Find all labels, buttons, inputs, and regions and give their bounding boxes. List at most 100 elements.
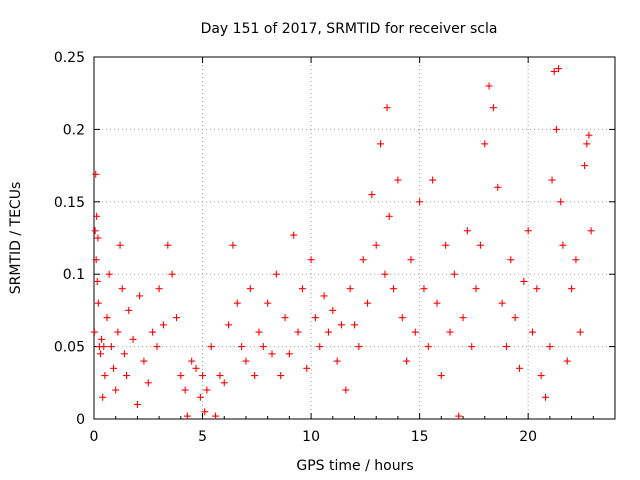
data-point xyxy=(463,227,471,235)
axis-ticks: 0 5 10 15 20 0 0.05 0.1 0.15 0.2 0.25 xyxy=(54,50,615,445)
data-points xyxy=(90,65,595,420)
data-point xyxy=(585,131,593,139)
data-point xyxy=(229,241,237,249)
data-point xyxy=(112,386,120,394)
data-point xyxy=(91,227,99,235)
data-point xyxy=(411,328,419,336)
data-point xyxy=(450,270,458,278)
data-point xyxy=(192,364,200,372)
data-point xyxy=(94,299,102,307)
data-point xyxy=(416,198,424,206)
data-point xyxy=(133,401,141,409)
data-point xyxy=(515,364,523,372)
data-point xyxy=(472,285,480,293)
data-point xyxy=(98,335,106,343)
data-point xyxy=(123,372,131,380)
data-point xyxy=(164,241,172,249)
x-tick-label: 5 xyxy=(198,429,207,445)
data-point xyxy=(489,104,497,112)
data-point xyxy=(555,65,563,73)
data-point xyxy=(97,350,105,358)
data-point xyxy=(329,306,337,314)
data-point xyxy=(107,343,115,351)
data-point xyxy=(559,241,567,249)
y-tick-label: 0.2 xyxy=(63,122,85,138)
y-tick-label: 0.15 xyxy=(54,195,85,211)
data-point xyxy=(529,328,537,336)
data-point xyxy=(285,350,293,358)
data-point xyxy=(103,314,111,322)
data-point xyxy=(520,277,528,285)
data-point xyxy=(140,357,148,365)
data-point xyxy=(216,372,224,380)
data-point xyxy=(372,241,380,249)
data-point xyxy=(381,270,389,278)
data-point xyxy=(294,328,302,336)
data-point xyxy=(407,256,415,264)
data-point xyxy=(199,372,207,380)
data-point xyxy=(437,372,445,380)
data-point xyxy=(153,343,161,351)
y-tick-label: 0 xyxy=(76,412,85,428)
data-point xyxy=(136,292,144,300)
data-point xyxy=(242,357,250,365)
data-point xyxy=(251,372,259,380)
data-point xyxy=(188,357,196,365)
data-point xyxy=(203,386,211,394)
x-axis-label: GPS time / hours xyxy=(296,458,413,474)
data-point xyxy=(581,162,589,170)
data-point xyxy=(120,350,128,358)
data-point xyxy=(116,241,124,249)
data-point xyxy=(420,285,428,293)
data-point xyxy=(511,314,519,322)
data-point xyxy=(238,343,246,351)
data-point xyxy=(172,314,180,322)
data-point xyxy=(125,306,133,314)
data-point xyxy=(183,412,191,420)
x-tick-label: 15 xyxy=(411,429,429,445)
data-point xyxy=(550,67,558,75)
data-point xyxy=(364,299,372,307)
data-point xyxy=(181,386,189,394)
data-point xyxy=(177,372,185,380)
data-point xyxy=(320,292,328,300)
data-point xyxy=(324,328,332,336)
x-tick-label: 0 xyxy=(90,429,99,445)
data-point xyxy=(481,140,489,148)
data-point xyxy=(494,183,502,191)
data-point xyxy=(572,256,580,264)
data-point xyxy=(351,321,358,329)
x-tick-label: 10 xyxy=(302,429,320,445)
data-point xyxy=(114,328,122,336)
data-point xyxy=(105,270,113,278)
data-point xyxy=(255,328,263,336)
data-point xyxy=(455,412,463,420)
data-point xyxy=(90,328,98,336)
data-point xyxy=(563,357,571,365)
data-point xyxy=(342,386,350,394)
y-tick-label: 0.05 xyxy=(54,340,85,356)
data-point xyxy=(552,125,560,133)
data-point xyxy=(118,285,126,293)
data-point xyxy=(433,299,441,307)
data-point xyxy=(537,372,545,380)
data-point xyxy=(144,379,152,387)
data-point xyxy=(94,234,102,242)
data-point xyxy=(459,314,467,322)
data-point xyxy=(442,241,450,249)
data-point xyxy=(507,256,515,264)
data-point xyxy=(233,299,241,307)
data-point xyxy=(346,285,354,293)
data-point xyxy=(99,393,107,401)
data-point xyxy=(149,328,157,336)
data-point xyxy=(316,343,324,351)
data-point xyxy=(485,82,493,90)
data-point xyxy=(498,299,506,307)
data-point xyxy=(159,321,167,329)
data-point xyxy=(277,372,285,380)
data-point xyxy=(548,176,556,184)
data-point xyxy=(333,357,341,365)
data-point xyxy=(268,350,276,358)
data-point xyxy=(168,270,176,278)
